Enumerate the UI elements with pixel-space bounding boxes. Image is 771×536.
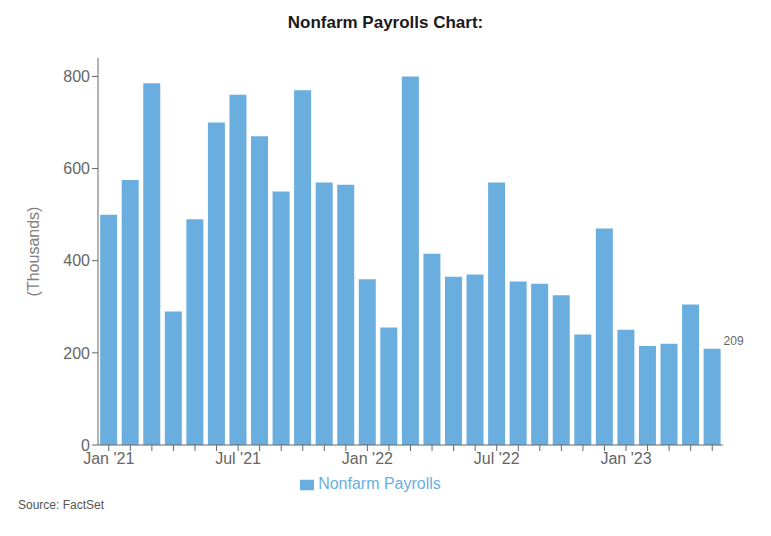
html-text:Nonfarm Payrolls: Nonfarm Payrolls bbox=[318, 475, 441, 492]
svg-text:Jan '23: Jan '23 bbox=[600, 450, 651, 467]
svg-text:Jul '22: Jul '22 bbox=[474, 450, 520, 467]
html-text:Nonfarm Payrolls Chart:: Nonfarm Payrolls Chart: bbox=[287, 13, 484, 32]
svg-text:200: 200 bbox=[63, 345, 90, 362]
svg-text:400: 400 bbox=[63, 252, 90, 269]
svg-text:209: 209 bbox=[724, 334, 744, 348]
svg-text:Jul '21: Jul '21 bbox=[215, 450, 261, 467]
svg-text:600: 600 bbox=[63, 160, 90, 177]
svg-text:Jan '21: Jan '21 bbox=[83, 450, 134, 467]
svg-text:0: 0 bbox=[81, 437, 90, 454]
svg-text:Jan '22: Jan '22 bbox=[342, 450, 393, 467]
svg-text:800: 800 bbox=[63, 68, 90, 85]
svg-text:(Thousands): (Thousands) bbox=[25, 207, 42, 297]
html-text:Source: FactSet: Source: FactSet bbox=[18, 498, 104, 512]
